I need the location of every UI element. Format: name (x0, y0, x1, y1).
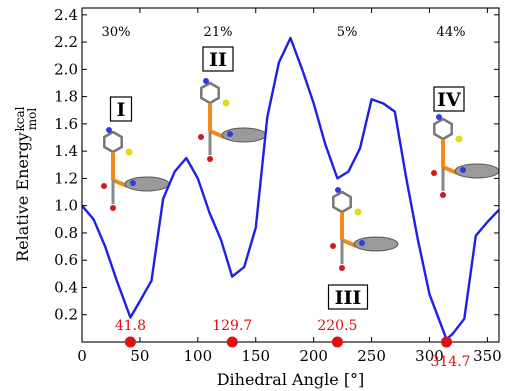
plot-frame (81, 7, 500, 343)
oxygen-atom (330, 243, 336, 249)
x-tick-label: 100 (184, 347, 213, 365)
sulfur-atom (455, 135, 463, 143)
y-tick-label: 0.6 (54, 251, 78, 269)
orange-bond (442, 165, 458, 175)
molecule-drawing (330, 187, 399, 271)
nitrogen-atom (203, 78, 209, 84)
x-tick-label: 300 (415, 347, 444, 365)
conformer-label: III (335, 287, 362, 309)
molecule-drawing (198, 78, 267, 162)
molecule-structures (101, 78, 500, 271)
sulfur-atom (222, 99, 230, 107)
conformer-label: I (117, 99, 126, 121)
conformer-label: II (209, 49, 227, 71)
conformer-label-box (433, 86, 465, 112)
y-axis-title-text: Relative Energy (13, 132, 32, 262)
sulfur-atom (125, 148, 133, 156)
minimum-marker (441, 336, 453, 348)
minimum-value-label: 314.7 (430, 354, 470, 370)
x-axis-title: Dihedral Angle [°] (217, 370, 365, 389)
oxygen-atom (198, 134, 204, 140)
conformer-label-box (109, 96, 133, 122)
minima-markers: 41.8 129.7 220.5 314.7 (115, 318, 471, 370)
minimum-marker (226, 336, 238, 348)
nitrogen-atom (359, 240, 365, 246)
population-label: 5% (337, 25, 358, 40)
x-tick-label: 350 (473, 347, 502, 365)
conformer-label-box (327, 284, 369, 310)
nitrogen-atom (227, 131, 233, 137)
sulfur-atom (354, 208, 362, 216)
minimum-value-label: 220.5 (317, 318, 357, 334)
minimum-value-label: 129.7 (212, 318, 252, 334)
nitrogen-atom (460, 167, 466, 173)
orange-bond (112, 178, 128, 188)
oxygen-atom (207, 156, 213, 162)
energy-curve (81, 36, 500, 341)
ring-bonds (103, 130, 123, 154)
x-tick-label: 250 (357, 347, 386, 365)
y-axis-unit-denominator: mol (25, 108, 39, 131)
oxygen-atom (431, 170, 437, 176)
y-tick-label: 1.4 (54, 142, 78, 160)
nitrogen-atom (106, 127, 112, 133)
oxygen-atom (339, 265, 345, 271)
molecule-drawing (431, 114, 500, 198)
x-tick-label: 0 (77, 347, 87, 365)
y-tick-label: 1.2 (54, 169, 78, 187)
nitrogen-atom (335, 187, 341, 193)
oxygen-atom (110, 205, 116, 211)
y-tick-label: 2.4 (54, 6, 78, 24)
y-axis-title: Relative Energy kcal mol (13, 106, 39, 262)
minimum-value-label: 41.8 (115, 318, 146, 334)
conformer-label-box (202, 46, 234, 72)
y-tick-label: 0.4 (54, 278, 78, 296)
x-tick-label: 200 (299, 347, 328, 365)
nitrogen-atom (130, 180, 136, 186)
minimum-marker (124, 336, 136, 348)
population-label: 30% (102, 25, 131, 40)
roman-and-population-labels: 30% I 21% II 5% III 44% IV (102, 25, 466, 310)
y-tick-label: 2.2 (54, 33, 78, 51)
ring-bonds (433, 117, 453, 141)
orange-bond (209, 129, 225, 139)
x-tick-label: 150 (241, 347, 270, 365)
molecule-drawing (101, 127, 170, 211)
y-tick-label: 1.0 (54, 197, 78, 215)
y-tick-label: 0.2 (54, 306, 78, 324)
y-tick-label: 0.8 (54, 224, 78, 242)
oxygen-atom (440, 192, 446, 198)
ring-bonds (200, 81, 220, 105)
y-tick-label: 1.6 (54, 115, 78, 133)
conformer-label: IV (437, 89, 462, 111)
aromatic-ring (353, 236, 399, 252)
nitrogen-atom (436, 114, 442, 120)
ring-bonds (332, 190, 352, 214)
y-axis-unit-numerator: kcal (13, 106, 27, 131)
population-label: 21% (204, 25, 233, 40)
y-tick-label: 1.8 (54, 88, 78, 106)
axis-ticks: 0 50 100 150 200 250 300 350 0.2 0.4 0.6 0.8 1.0 1.2 1… (54, 6, 502, 365)
minimum-marker (331, 336, 343, 348)
y-tick-label: 2.0 (54, 60, 78, 78)
orange-bond (341, 238, 357, 248)
x-tick-label: 50 (130, 347, 149, 365)
oxygen-atom (101, 183, 107, 189)
population-label: 44% (437, 25, 466, 40)
